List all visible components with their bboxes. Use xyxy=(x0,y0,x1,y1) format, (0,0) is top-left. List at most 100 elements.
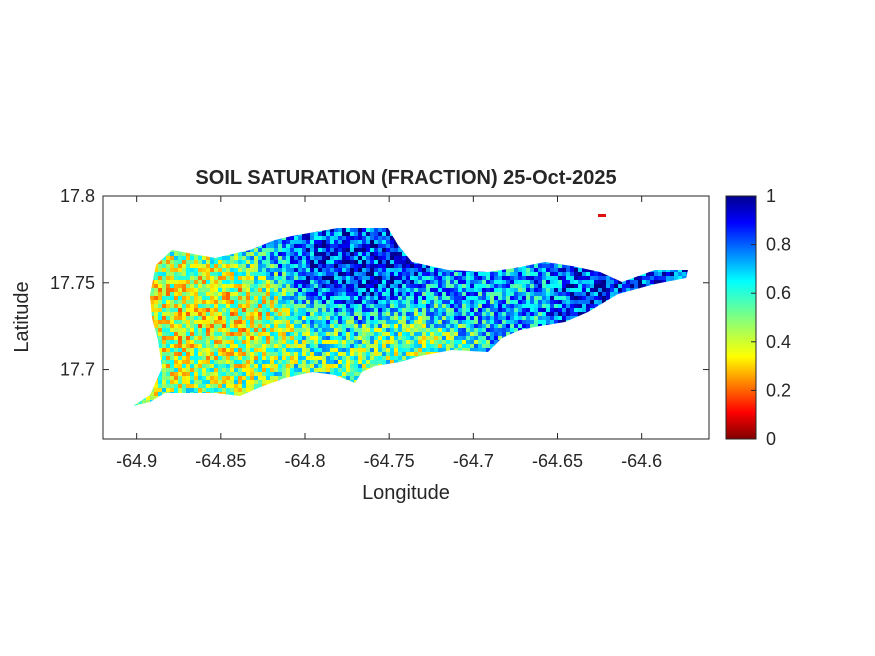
saturation-cell xyxy=(274,316,279,321)
saturation-cell xyxy=(234,276,239,281)
saturation-cell xyxy=(346,340,351,345)
saturation-cell xyxy=(170,284,175,289)
saturation-cell xyxy=(250,248,255,253)
saturation-cell xyxy=(178,376,183,381)
saturation-cell xyxy=(338,304,343,309)
saturation-cell xyxy=(306,284,311,289)
saturation-cell xyxy=(386,356,391,361)
saturation-cell xyxy=(406,336,411,341)
saturation-cell xyxy=(338,252,343,257)
saturation-cell xyxy=(206,276,211,281)
saturation-cell xyxy=(418,344,423,349)
saturation-cell xyxy=(450,300,455,305)
saturation-cell xyxy=(270,260,275,265)
saturation-cell xyxy=(482,292,487,297)
saturation-cell xyxy=(318,332,323,337)
saturation-cell xyxy=(354,288,359,293)
saturation-cell xyxy=(302,352,307,357)
saturation-cell xyxy=(214,332,219,337)
saturation-cell xyxy=(194,300,199,305)
saturation-cell xyxy=(410,296,415,301)
saturation-cell xyxy=(314,328,319,333)
saturation-cell xyxy=(174,388,179,393)
saturation-cell xyxy=(446,312,451,317)
saturation-cell xyxy=(278,244,283,249)
saturation-cell xyxy=(402,312,407,317)
saturation-cell xyxy=(318,340,323,345)
saturation-cell xyxy=(402,348,407,353)
saturation-cell xyxy=(162,272,167,277)
saturation-cell xyxy=(370,320,375,325)
saturation-cell xyxy=(198,356,203,361)
saturation-cell xyxy=(318,272,323,277)
saturation-cell xyxy=(418,340,423,345)
saturation-cell xyxy=(530,324,535,329)
saturation-cell xyxy=(470,280,475,285)
saturation-cell xyxy=(210,332,215,337)
saturation-cell xyxy=(218,360,223,365)
saturation-cell xyxy=(426,304,431,309)
saturation-cell xyxy=(166,304,171,309)
saturation-cell xyxy=(518,320,523,325)
saturation-cell xyxy=(314,364,319,369)
saturation-cell xyxy=(390,280,395,285)
saturation-cell xyxy=(438,288,443,293)
saturation-cell xyxy=(170,316,175,321)
saturation-cell xyxy=(554,268,559,273)
saturation-cell xyxy=(350,292,355,297)
saturation-cell xyxy=(514,284,519,289)
saturation-cell xyxy=(270,316,275,321)
saturation-cell xyxy=(282,284,287,289)
saturation-cell xyxy=(334,240,339,245)
saturation-cell xyxy=(178,260,183,265)
saturation-cell xyxy=(378,324,383,329)
saturation-cell xyxy=(202,272,207,277)
saturation-cell xyxy=(330,304,335,309)
saturation-cell xyxy=(434,340,439,345)
saturation-cell xyxy=(478,324,483,329)
saturation-cell xyxy=(318,336,323,341)
saturation-cell xyxy=(142,400,147,405)
saturation-cell xyxy=(262,288,267,293)
saturation-cell xyxy=(162,308,167,313)
saturation-cell xyxy=(342,236,347,241)
saturation-cell xyxy=(286,272,291,277)
saturation-cell xyxy=(158,352,163,357)
saturation-cell xyxy=(162,256,167,261)
saturation-cell xyxy=(174,284,179,289)
saturation-cell xyxy=(498,300,503,305)
saturation-cell xyxy=(226,300,231,305)
saturation-cell xyxy=(350,332,355,337)
saturation-cell xyxy=(286,236,291,241)
saturation-cell xyxy=(378,276,383,281)
saturation-cell xyxy=(230,364,235,369)
saturation-cell xyxy=(414,296,419,301)
saturation-cell xyxy=(398,252,403,257)
saturation-cell xyxy=(266,340,271,345)
saturation-cell xyxy=(282,264,287,269)
saturation-cell xyxy=(398,348,403,353)
saturation-cell xyxy=(410,260,415,265)
saturation-cell xyxy=(358,348,363,353)
saturation-cell xyxy=(206,368,211,373)
saturation-cell xyxy=(350,372,355,377)
saturation-cell xyxy=(210,356,215,361)
saturation-cell xyxy=(182,296,187,301)
saturation-cell xyxy=(306,364,311,369)
saturation-cell xyxy=(466,276,471,281)
saturation-cell xyxy=(470,300,475,305)
saturation-cell xyxy=(430,296,435,301)
saturation-cell xyxy=(434,316,439,321)
saturation-cell xyxy=(354,240,359,245)
saturation-cell xyxy=(150,392,155,397)
saturation-cell xyxy=(430,300,435,305)
saturation-cell xyxy=(386,240,391,245)
saturation-cell xyxy=(486,328,491,333)
saturation-cell xyxy=(230,356,235,361)
saturation-cell xyxy=(406,344,411,349)
saturation-cell xyxy=(362,340,367,345)
saturation-cell xyxy=(286,340,291,345)
saturation-cell xyxy=(374,356,379,361)
saturation-cell xyxy=(474,272,479,277)
saturation-cell xyxy=(322,272,327,277)
